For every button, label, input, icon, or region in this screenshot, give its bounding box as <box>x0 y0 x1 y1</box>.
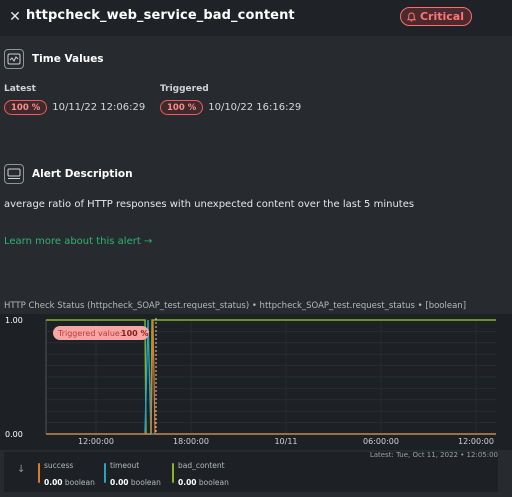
chart-latest-timestamp: Latest: Tue, Oct 11, 2022 • 12:05:00 <box>369 451 498 459</box>
legend-success-value: 0.00 <box>44 478 63 487</box>
triggered-tooltip <box>53 326 149 340</box>
legend-bad-content-unit: boolean <box>198 478 229 487</box>
x-tick-label: 12:00:00 <box>458 437 494 446</box>
learn-more-link[interactable]: Learn more about this alert → <box>4 236 153 247</box>
arrow-down-icon[interactable]: ↓ <box>17 464 26 475</box>
alert-description-header: Alert Description <box>4 164 133 184</box>
legend-bad-content-value: 0.00 <box>178 478 197 487</box>
alert-header: ✕ httpcheck_web_service_bad_content Crit… <box>0 0 512 36</box>
time-values-header: Time Values <box>4 49 104 69</box>
legend-timeout-unit: boolean <box>130 478 161 487</box>
close-icon[interactable]: ✕ <box>9 9 21 25</box>
legend-timeout-name: timeout <box>110 461 140 470</box>
legend-success[interactable]: success 0.00 boolean <box>38 461 95 487</box>
triggered-label: Triggered <box>160 84 209 94</box>
x-tick-label: 18:00:00 <box>173 437 209 446</box>
legend-bad-content[interactable]: bad_content 0.00 boolean <box>172 461 229 487</box>
triggered-timestamp: 10/10/22 16:16:29 <box>208 102 302 113</box>
status-chart[interactable]: 1.00 0.00 12:00:00 18:00:00 10/11 06:00:00 12… <box>0 314 512 450</box>
chart-icon <box>4 49 24 69</box>
legend-success-unit: boolean <box>64 478 95 487</box>
bell-icon <box>406 11 416 22</box>
alert-description-text: average ratio of HTTP responses with une… <box>4 199 415 210</box>
status-badge: Critical <box>399 7 472 26</box>
legend-bad-content-name: bad_content <box>178 461 225 470</box>
legend-success-name: success <box>44 461 74 470</box>
y-tick-label: 0.00 <box>5 430 23 439</box>
monitor-icon <box>4 164 24 184</box>
latest-value-row: 100 % 10/11/22 12:06:29 <box>4 100 145 115</box>
legend-timeout-value: 0.00 <box>110 478 129 487</box>
time-values-title: Time Values <box>32 53 104 65</box>
triggered-value-row: 100 % 10/10/22 16:16:29 <box>160 100 301 115</box>
alert-description-title: Alert Description <box>32 168 133 180</box>
legend-success-swatch <box>38 463 40 483</box>
latest-label: Latest <box>4 84 36 94</box>
legend-bad-content-swatch <box>172 463 174 483</box>
x-tick-label: 06:00:00 <box>363 437 399 446</box>
chart-title: HTTP Check Status (httpcheck_SOAP_test.r… <box>4 301 467 311</box>
alert-title: httpcheck_web_service_bad_content <box>26 8 295 23</box>
legend-timeout-swatch <box>104 463 106 483</box>
latest-value-pill: 100 % <box>4 100 48 115</box>
chart-legend-panel <box>4 452 498 492</box>
x-tick-label: 10/11 <box>274 437 297 446</box>
status-badge-label: Critical <box>419 10 464 23</box>
series-success-line <box>46 319 496 435</box>
latest-timestamp: 10/11/22 12:06:29 <box>52 102 146 113</box>
x-tick-label: 12:00:00 <box>78 437 114 446</box>
triggered-tooltip-label: Triggered value: <box>57 329 123 338</box>
y-tick-label: 1.00 <box>5 316 23 325</box>
legend-timeout[interactable]: timeout 0.00 boolean <box>104 461 161 487</box>
triggered-value-pill: 100 % <box>160 100 204 115</box>
triggered-tooltip-value: 100 % <box>121 329 149 338</box>
